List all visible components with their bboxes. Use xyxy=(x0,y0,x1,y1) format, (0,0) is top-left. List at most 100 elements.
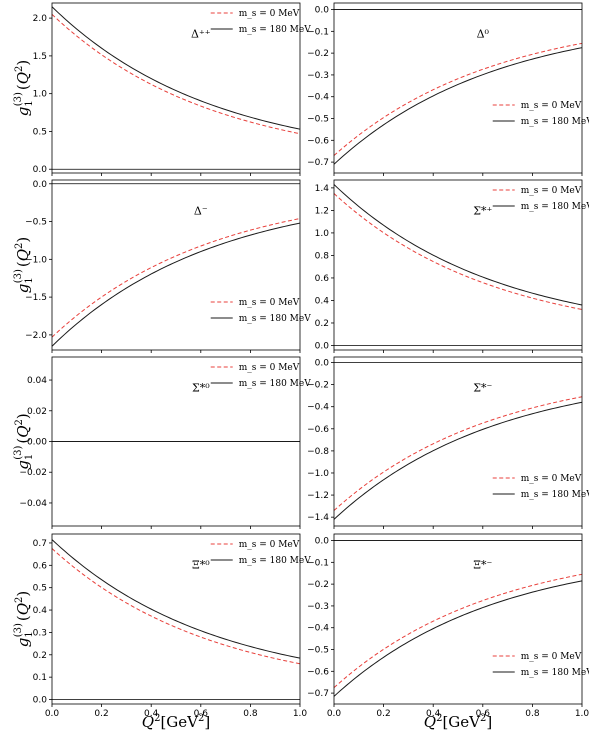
x-tick-label: 1.0 xyxy=(293,709,308,719)
axes-frame xyxy=(333,2,583,174)
y-tick-label: −1.5 xyxy=(25,293,47,303)
y-tick-label: −0.1 xyxy=(307,27,329,37)
y-tick-label: −0.3 xyxy=(307,71,329,81)
series-line-ms180 xyxy=(333,47,583,165)
legend-entry: m_s = 0 MeV xyxy=(239,363,300,373)
y-tick-label: −0.02 xyxy=(19,468,47,478)
legend-entry: m_s = 0 MeV xyxy=(239,540,300,550)
y-tick-label: −1.0 xyxy=(25,255,47,265)
y-tick-label: −0.6 xyxy=(307,136,329,146)
y-tick-label: −0.7 xyxy=(307,158,329,168)
y-tick-label: −0.2 xyxy=(307,381,329,391)
axes-frame xyxy=(51,179,301,351)
y-tick-label: 0.7 xyxy=(33,539,47,549)
y-tick-label: 1.4 xyxy=(315,184,330,194)
y-axis-title: g1(3)(Q2) xyxy=(13,60,35,117)
axes-frame xyxy=(51,2,301,174)
panel-3: 0.0 −0.5 −1.0 −1.5 −2.0 Δ⁻ m_s = 0 MeV m_s = 18… xyxy=(25,179,311,353)
legend-entry: m_s = 0 MeV xyxy=(239,9,300,19)
y-tick-label: 0.02 xyxy=(27,407,47,417)
y-tick-label: 0.2 xyxy=(33,651,47,661)
y-tick-label: −1.4 xyxy=(307,513,329,523)
y-axis-title: g1(3)(Q2) xyxy=(13,591,35,648)
series-line-ms0 xyxy=(51,13,301,135)
series-line-ms180 xyxy=(333,580,583,697)
legend-entry: m_s = 180 MeV xyxy=(521,490,589,500)
x-tick-label: 0.4 xyxy=(144,709,159,719)
panel-particle-label: Δ⁻ xyxy=(194,205,208,218)
series-line-ms0 xyxy=(333,396,583,511)
y-tick-label: 0.3 xyxy=(33,628,47,638)
panel-2: 0.0 −0.1 −0.2 −0.3 −0.4 −0.5 −0.6 −0.7 Δ⁰ m_s = 0… xyxy=(307,2,589,176)
legend-entry: m_s = 0 MeV xyxy=(521,101,582,111)
y-tick-label: 1.0 xyxy=(315,229,330,239)
x-tick-label: 0.6 xyxy=(476,709,491,719)
y-tick-label: 0.0 xyxy=(33,696,48,706)
y-tick-label: −0.7 xyxy=(307,689,329,699)
legend-entry: m_s = 180 MeV xyxy=(239,379,311,389)
y-tick-label: 0.8 xyxy=(315,251,330,261)
panel-particle-label: Δ⁰ xyxy=(477,28,490,41)
x-tick-label: 0.0 xyxy=(45,709,60,719)
legend-entry: m_s = 180 MeV xyxy=(239,314,311,324)
legend-entry: m_s = 180 MeV xyxy=(239,556,311,566)
panel-particle-label: Σ*⁻ xyxy=(473,381,492,394)
axes-frame xyxy=(333,179,583,351)
y-tick-label: −2.0 xyxy=(25,331,47,341)
y-tick-label: 0.6 xyxy=(33,561,48,571)
y-tick-label: 2.0 xyxy=(33,14,48,24)
legend-entry: m_s = 0 MeV xyxy=(239,298,300,308)
y-tick-label: 0.0 xyxy=(315,6,330,16)
x-axis-title: Q2[GeV2] xyxy=(424,713,492,731)
y-tick-label: 0.6 xyxy=(315,274,330,284)
legend-entry: m_s = 180 MeV xyxy=(239,25,311,35)
x-tick-label: 0.6 xyxy=(194,709,209,719)
panel-particle-label: Ξ*⁰ xyxy=(192,559,210,572)
panel-8: 0.0 −0.1 −0.2 −0.3 −0.4 −0.5 −0.6 −0.7 0.0 0.2 0.4… xyxy=(307,533,589,719)
y-tick-label: −0.04 xyxy=(19,499,47,509)
y-tick-label: −0.3 xyxy=(307,602,329,612)
y-tick-label: 0.2 xyxy=(315,319,329,329)
x-tick-label: 0.4 xyxy=(426,709,441,719)
series-line-ms0 xyxy=(51,218,301,338)
legend-entry: m_s = 0 MeV xyxy=(521,474,582,484)
series-line-ms0 xyxy=(333,42,583,156)
panel-4: 0.0 0.2 0.4 0.6 0.8 1.0 1.2 1.4 Σ*⁺ m_s = 0 MeV m_… xyxy=(315,179,589,353)
y-tick-label: −0.2 xyxy=(307,580,329,590)
legend-entry: m_s = 180 MeV xyxy=(521,668,589,678)
y-tick-label: 1.2 xyxy=(315,206,329,216)
x-tick-label: 0.8 xyxy=(243,709,258,719)
y-tick-label: −0.4 xyxy=(307,93,329,103)
y-tick-label: −1.0 xyxy=(307,469,329,479)
y-tick-label: 1.0 xyxy=(33,90,48,100)
x-tick-label: 0.0 xyxy=(327,709,342,719)
series-line-ms180 xyxy=(333,401,583,520)
x-tick-label: 1.0 xyxy=(575,709,589,719)
y-tick-label: −0.4 xyxy=(307,403,329,413)
y-tick-label: 0.0 xyxy=(315,537,330,547)
y-tick-label: −0.5 xyxy=(307,646,329,656)
y-tick-label: −0.2 xyxy=(307,49,329,59)
y-tick-label: 1.5 xyxy=(33,52,47,62)
y-tick-label: 0.0 xyxy=(33,165,48,175)
x-tick-label: 0.2 xyxy=(376,709,390,719)
series-line-ms0 xyxy=(333,193,583,310)
y-tick-label: 0.0 xyxy=(315,341,330,351)
axes-frame xyxy=(51,533,301,705)
y-tick-label: 0.4 xyxy=(33,606,48,616)
series-line-ms180 xyxy=(51,539,301,659)
panel-particle-label: Σ*⁰ xyxy=(192,381,210,394)
y-tick-label: 0.04 xyxy=(27,376,47,386)
panel-6: 0.0 −0.2 −0.4 −0.6 −0.8 −1.0 −1.2 −1.4 Σ*⁻ m_s = … xyxy=(307,356,589,529)
legend-entry: m_s = 0 MeV xyxy=(521,186,582,196)
series-line-ms180 xyxy=(51,6,301,130)
panel-particle-label: Σ*⁺ xyxy=(473,205,492,218)
y-tick-label: 0.0 xyxy=(33,180,48,190)
y-tick-label: −0.6 xyxy=(307,667,329,677)
y-axis-title: g1(3)(Q2) xyxy=(13,413,35,470)
y-tick-label: 0.5 xyxy=(33,127,47,137)
series-line-ms0 xyxy=(333,573,583,689)
x-tick-label: 0.2 xyxy=(94,709,108,719)
y-tick-label: −0.5 xyxy=(25,218,47,228)
